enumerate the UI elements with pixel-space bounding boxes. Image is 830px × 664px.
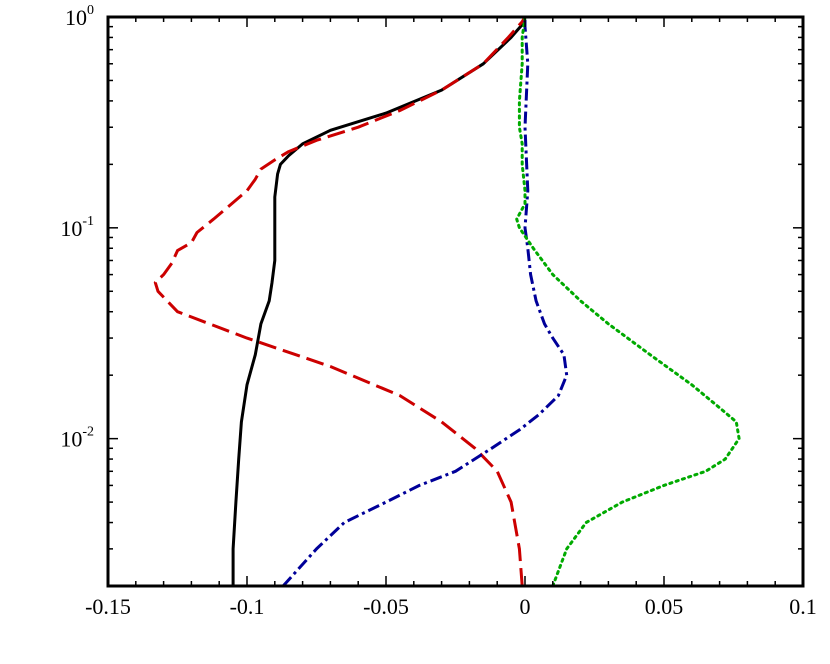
x-tick-label: 0	[520, 594, 531, 619]
x-tick-label: -0.05	[363, 594, 409, 619]
series-layer	[153, 15, 741, 588]
series-line-2	[153, 16, 527, 587]
x-tick-label: -0.15	[85, 594, 131, 619]
ticks-layer	[107, 16, 804, 587]
plot-frame	[106, 15, 805, 588]
tick-labels: -0.15 -0.1 -0.05 0 0.05 0.1 100 10-1 10-2	[60, 3, 816, 619]
x-tick-label: -0.1	[230, 594, 265, 619]
series-line-1	[231, 16, 527, 586]
y-tick-label: 100	[65, 3, 94, 30]
y-tick-label: 10-1	[60, 214, 94, 241]
series-line-3	[281, 17, 569, 588]
x-tick-label: 0.05	[645, 594, 684, 619]
x-tick-label: 0.1	[789, 594, 817, 619]
series-line-4	[515, 15, 741, 588]
y-tick-label: 10-2	[60, 425, 94, 452]
